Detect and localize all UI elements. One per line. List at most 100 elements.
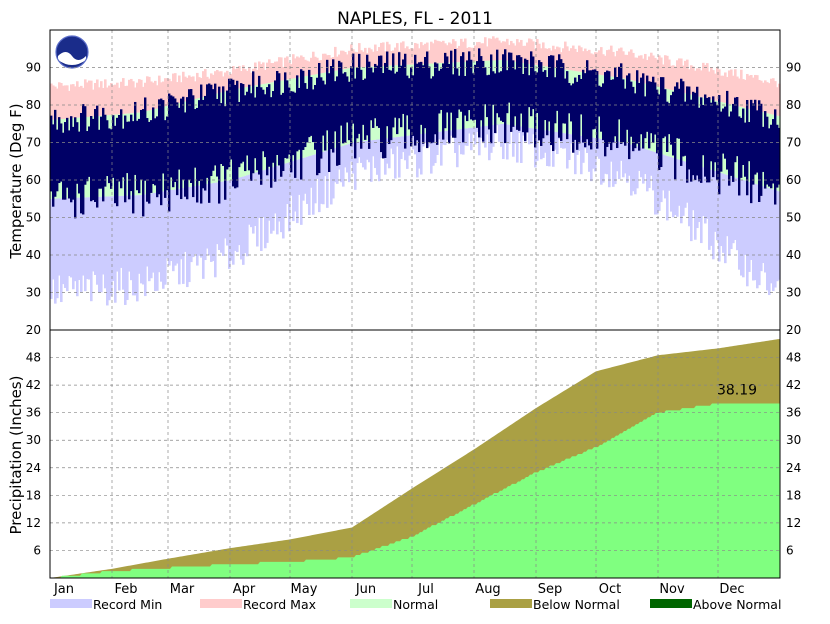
- observed-temp-bar: [458, 75, 461, 110]
- record-min-bar: [116, 196, 119, 272]
- observed-temp-bar: [192, 95, 195, 198]
- observed-temp-bar: [366, 54, 369, 136]
- legend: Record Min Record Max Normal Below Normal Ab…: [50, 597, 781, 612]
- observed-temp-bar: [526, 59, 529, 133]
- observed-temp-bar: [454, 49, 457, 138]
- observed-temp-bar: [504, 49, 507, 144]
- record-max-bar: [640, 55, 643, 83]
- observed-temp-bar: [746, 99, 749, 196]
- observed-temp-bar: [224, 106, 227, 200]
- observed-temp-bar: [64, 122, 67, 200]
- record-min-bar: [460, 129, 463, 155]
- precip-tick-left: 30: [26, 433, 41, 447]
- record-max-bar: [360, 50, 363, 68]
- chart-title: NAPLES, FL - 2011: [337, 9, 493, 29]
- observed-temp-bar: [452, 74, 455, 138]
- observed-temp-bar: [334, 81, 337, 132]
- record-min-bar: [220, 181, 223, 253]
- record-max-bar: [612, 51, 615, 77]
- temp-tick-left: 30: [26, 286, 41, 300]
- observed-temp-bar: [134, 101, 137, 175]
- record-min-bar: [768, 188, 771, 296]
- record-min-bar: [192, 186, 195, 258]
- record-min-bar: [306, 156, 309, 204]
- record-max-bar: [624, 54, 627, 79]
- record-min-bar: [372, 140, 375, 157]
- record-max-bar: [384, 51, 387, 66]
- record-max-bar: [620, 47, 623, 79]
- record-max-bar: [606, 50, 609, 76]
- record-min-bar: [154, 192, 157, 292]
- record-max-bar: [594, 52, 597, 75]
- record-max-bar: [602, 54, 605, 76]
- observed-temp-bar: [532, 56, 535, 110]
- record-max-bar: [424, 43, 427, 64]
- precip-tick-right: 30: [786, 433, 801, 447]
- record-min-bar: [212, 183, 215, 261]
- observed-temp-bar: [480, 56, 483, 121]
- record-max-bar: [532, 41, 535, 65]
- record-min-bar: [610, 140, 613, 162]
- precipitation-panel: 38.19: [50, 339, 780, 578]
- temp-tick-right: 70: [786, 136, 801, 150]
- record-max-bar: [354, 51, 357, 68]
- observed-temp-bar: [494, 73, 497, 134]
- observed-temp-bar: [476, 61, 479, 128]
- observed-temp-bar: [742, 108, 745, 165]
- precip-tick-right: 18: [786, 488, 801, 502]
- record-max-bar: [662, 64, 665, 89]
- record-max-bar: [646, 60, 649, 85]
- record-max-bar: [752, 77, 755, 110]
- observed-temp-bar: [236, 80, 239, 188]
- record-min-bar: [368, 140, 371, 163]
- observed-temp-bar: [760, 103, 763, 196]
- record-max-bar: [618, 48, 621, 78]
- observed-temp-bar: [286, 80, 289, 159]
- observed-temp-bar: [156, 116, 159, 198]
- observed-temp-bar: [530, 51, 533, 117]
- record-min-bar: [736, 177, 739, 251]
- record-max-bar: [210, 73, 213, 95]
- record-max-bar: [728, 70, 731, 105]
- record-max-bar: [738, 78, 741, 107]
- record-min-bar: [480, 126, 483, 139]
- record-max-bar: [678, 58, 681, 92]
- precip-tick-left: 12: [26, 516, 41, 530]
- observed-temp-bar: [656, 89, 659, 154]
- record-min-bar: [770, 188, 773, 284]
- record-min-bar: [532, 128, 535, 135]
- record-min-bar: [68, 198, 71, 277]
- record-max-bar: [296, 56, 299, 78]
- month-tick-label: Oct: [599, 582, 621, 597]
- legend-label: Normal: [393, 597, 438, 612]
- record-min-bar: [468, 128, 471, 134]
- record-min-bar: [676, 158, 679, 217]
- record-max-bar: [328, 55, 331, 72]
- record-max-bar: [554, 49, 557, 68]
- record-max-bar: [314, 56, 317, 75]
- record-min-bar: [486, 125, 489, 135]
- record-min-bar: [226, 180, 229, 246]
- observed-temp-bar: [732, 103, 735, 182]
- record-max-bar: [278, 57, 281, 82]
- record-max-bar: [648, 56, 651, 85]
- record-min-bar: [656, 152, 659, 215]
- observed-temp-bar: [170, 95, 173, 178]
- record-min-bar: [354, 142, 357, 190]
- observed-temp-bar: [524, 58, 527, 141]
- record-max-bar: [414, 42, 417, 65]
- observed-temp-bar: [470, 59, 473, 120]
- observed-temp-bar: [518, 55, 521, 131]
- record-max-bar: [584, 48, 587, 73]
- record-max-bar: [130, 78, 133, 114]
- record-max-bar: [376, 51, 379, 67]
- record-max-bar: [566, 46, 569, 70]
- observed-precip-area: [50, 403, 780, 578]
- observed-temp-bar: [420, 61, 423, 125]
- record-max-bar: [462, 41, 465, 62]
- observed-temp-bar: [364, 78, 367, 140]
- observed-temp-bar: [132, 121, 135, 214]
- observed-temp-bar: [276, 70, 279, 155]
- observed-temp-bar: [220, 103, 223, 165]
- record-max-bar: [680, 58, 683, 93]
